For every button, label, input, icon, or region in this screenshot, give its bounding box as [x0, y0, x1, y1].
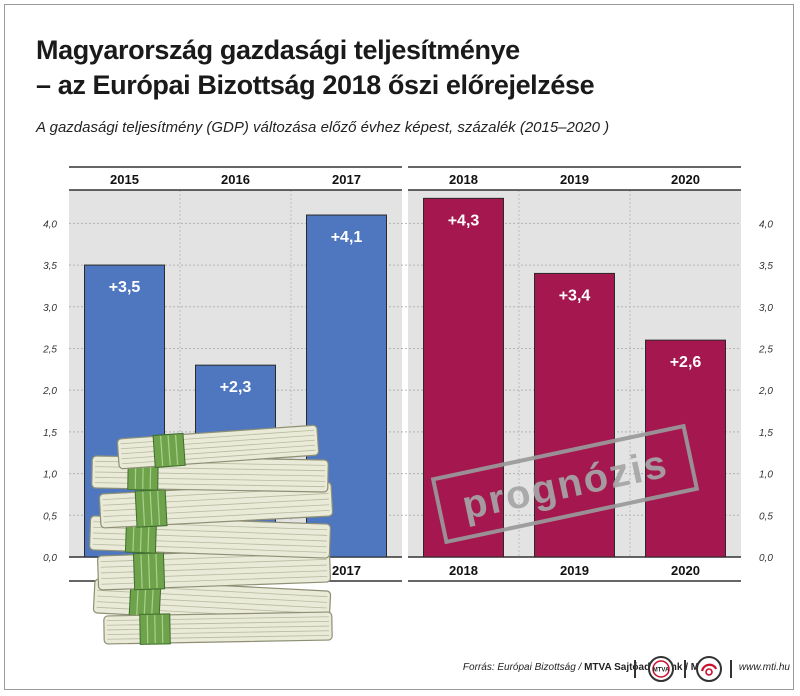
money-band-stripe	[159, 435, 164, 466]
y-tick-label-right: 1,0	[759, 470, 773, 481]
source-line: Forrás: Európai Bizottság / MTVA Sajtóad…	[463, 662, 708, 673]
footer-divider	[684, 660, 686, 678]
stamp-border	[430, 423, 700, 545]
y-tick-label-left: 1,5	[43, 428, 57, 439]
year-header-band	[408, 167, 741, 190]
y-tick-label-right: 2,0	[758, 386, 773, 397]
mtva-logo-icon: MTVA	[648, 656, 674, 682]
y-tick-label-left: 2,5	[42, 344, 57, 355]
y-tick-label-left: 0,0	[43, 553, 57, 564]
data-label: +2,3	[220, 379, 252, 396]
money-band-stripe	[147, 554, 151, 589]
money-band-stripe	[157, 491, 161, 526]
y-tick-label-right: 3,0	[759, 303, 773, 314]
x-tick-label-top: 2018	[449, 172, 478, 187]
y-tick-label-right: 0,5	[759, 511, 773, 522]
year-header-band	[69, 167, 402, 190]
y-tick-label-left: 0,5	[43, 511, 57, 522]
money-bundle	[97, 547, 331, 591]
title-line-1: Magyarország gazdasági teljesítménye	[36, 35, 520, 65]
money-bundle	[116, 424, 320, 470]
money-band-stripe	[155, 553, 158, 589]
y-tick-label-right: 4,0	[759, 219, 773, 230]
money-bundle-edge	[121, 439, 315, 455]
x-tick-label-bottom: 2020	[671, 563, 700, 578]
money-stack-illustration	[89, 424, 334, 645]
x-tick-label-bottom: 2018	[449, 563, 478, 578]
money-band-stripe	[140, 554, 143, 589]
x-tick-label-top: 2020	[671, 172, 700, 187]
money-bundle-edge	[120, 429, 315, 445]
logo1-text: MTVA	[653, 668, 670, 674]
chart-subtitle: A gazdasági teljesítmény (GDP) változása…	[36, 119, 610, 136]
y-tick-label-left: 1,0	[43, 470, 57, 481]
y-tick-label-left: 3,5	[43, 261, 57, 272]
money-bundle-edge	[121, 449, 316, 465]
x-tick-label-bottom: 2017	[332, 563, 361, 578]
data-label: +4,1	[331, 229, 363, 246]
money-bundle-edge	[121, 444, 316, 460]
x-tick-label-top: 2015	[110, 172, 139, 187]
chart-title: Magyarország gazdasági teljesítménye – a…	[36, 33, 595, 103]
data-label: +3,5	[109, 279, 141, 296]
y-tick-label-right: 2,5	[758, 344, 773, 355]
x-tick-label-top: 2016	[221, 172, 250, 187]
money-bundle-edge	[120, 434, 315, 450]
x-tick-label-bottom: 2019	[560, 563, 589, 578]
y-tick-label-left: 4,0	[43, 219, 57, 230]
money-band-stripe	[167, 435, 171, 466]
y-tick-label-right: 3,5	[759, 261, 773, 272]
y-tick-label-right: 0,0	[759, 553, 773, 564]
website-link[interactable]: www.mti.hu	[738, 662, 790, 673]
y-tick-label-right: 1,5	[759, 428, 773, 439]
data-label: +2,6	[670, 354, 702, 371]
footer-divider	[730, 660, 732, 678]
mti-logo-icon	[696, 656, 722, 682]
x-tick-label-top: 2019	[560, 172, 589, 187]
y-tick-label-left: 2,0	[42, 386, 57, 397]
money-band-stripe	[142, 491, 146, 526]
money-band-stripe	[149, 491, 153, 526]
bar-2020	[645, 339, 726, 558]
data-label: +4,3	[448, 212, 480, 229]
money-band-stripe	[174, 434, 179, 465]
footer-divider	[634, 660, 636, 678]
y-tick-label-left: 3,0	[43, 303, 57, 314]
x-tick-label-top: 2017	[332, 172, 361, 187]
money-bundle	[103, 611, 333, 645]
data-label: +3,4	[559, 287, 591, 304]
source-bold: MTVA Sajtóadatbank / MTI	[584, 662, 708, 673]
source-prefix: Forrás: Európai Bizottság /	[462, 662, 582, 673]
title-line-2: – az Európai Bizottság 2018 őszi előreje…	[36, 70, 595, 100]
